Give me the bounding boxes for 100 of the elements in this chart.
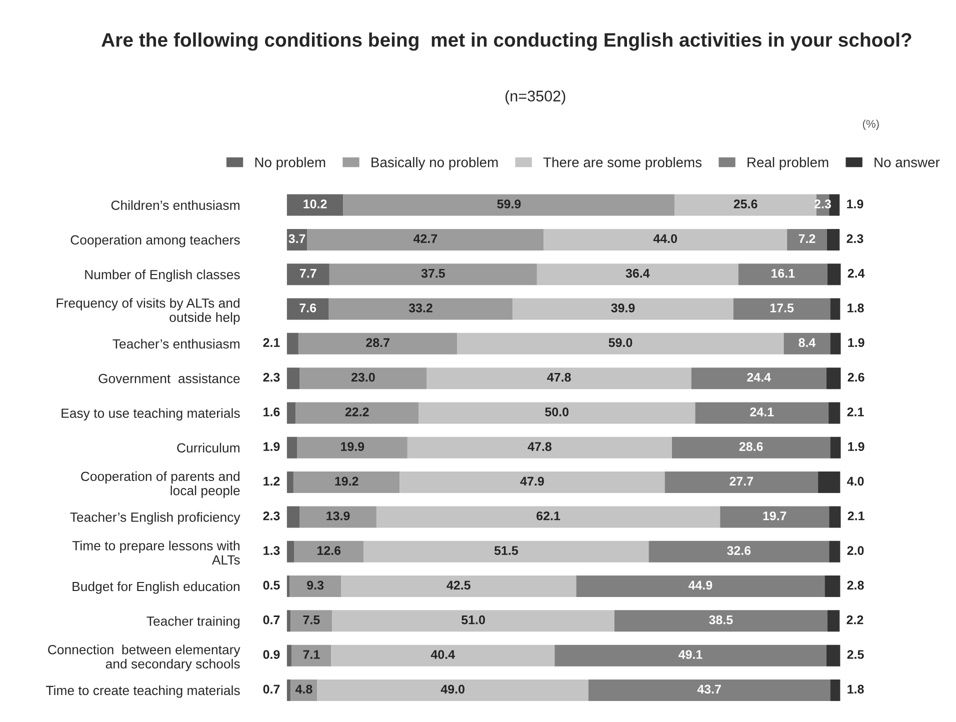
bar xyxy=(826,368,841,390)
bar xyxy=(536,264,738,286)
bar xyxy=(331,644,555,666)
data-label: 2.3 xyxy=(846,234,864,244)
bar xyxy=(286,436,298,458)
y-tick-label: Budget for English education xyxy=(72,581,240,594)
data-label: 7.6 xyxy=(300,304,316,312)
data-label: 25.6 xyxy=(734,200,758,208)
data-label: 8.4 xyxy=(798,338,816,348)
data-label: 1.8 xyxy=(848,684,864,694)
data-label: 27.7 xyxy=(730,476,754,486)
y-tick-label: Cooperation among teachers xyxy=(70,234,240,248)
data-label: 1.6 xyxy=(264,407,280,416)
bar xyxy=(829,506,841,528)
data-label: 44.0 xyxy=(653,234,677,244)
bar xyxy=(648,540,830,562)
bar xyxy=(827,264,841,286)
data-label: 49.0 xyxy=(440,684,464,694)
data-label: 19.7 xyxy=(763,511,786,520)
bar xyxy=(674,194,816,216)
data-label: 7.1 xyxy=(303,650,320,659)
data-label: 37.5 xyxy=(421,268,445,278)
bar xyxy=(400,472,665,494)
bar xyxy=(830,679,840,701)
data-label: 22.2 xyxy=(345,407,369,416)
y-tick-label: Frequency of visits by ALTs and outside help xyxy=(56,298,240,325)
data-label: 28.6 xyxy=(739,442,763,451)
bar xyxy=(588,679,830,701)
data-label: 2.1 xyxy=(848,511,864,520)
data-label: 42.5 xyxy=(446,580,470,590)
bar xyxy=(738,264,828,286)
y-tick-label: Number of English classes xyxy=(85,270,240,282)
y-tick-label: Government assistance xyxy=(98,374,240,384)
legend-label: Basically no problem xyxy=(372,157,498,170)
data-label: 13.9 xyxy=(326,511,350,520)
y-tick-label: Children’s enthusiasm xyxy=(111,200,240,210)
bar xyxy=(290,610,332,632)
data-label: 19.2 xyxy=(335,476,358,486)
legend-label: Real problem xyxy=(748,157,828,170)
data-label: 2.1 xyxy=(263,338,280,347)
bar xyxy=(286,540,294,562)
data-label: 43.7 xyxy=(697,684,721,694)
data-label: 1.9 xyxy=(847,200,864,208)
data-label: 2.4 xyxy=(848,268,865,278)
bar xyxy=(293,472,400,494)
data-label: 4.0 xyxy=(847,476,864,486)
y-tick-label: Cooperation of parents and local people xyxy=(81,471,240,498)
bar xyxy=(328,298,513,320)
bar xyxy=(300,506,376,528)
data-label: 16.1 xyxy=(772,268,795,278)
legend-label: There are some problems xyxy=(543,157,702,170)
bar xyxy=(286,472,294,494)
data-label: 7.5 xyxy=(303,616,320,624)
bar xyxy=(298,332,458,354)
data-label: 17.5 xyxy=(770,304,794,312)
bar xyxy=(829,194,840,216)
bar xyxy=(691,368,826,390)
bar xyxy=(286,194,344,216)
data-label: 3.7 xyxy=(288,234,306,244)
data-label: 1.9 xyxy=(848,338,864,348)
bar xyxy=(787,228,827,250)
data-label: 4.8 xyxy=(295,684,312,694)
bar xyxy=(828,402,840,424)
bar xyxy=(286,576,290,598)
data-label: 0.5 xyxy=(263,580,280,590)
data-label: 7.2 xyxy=(798,234,816,243)
bar xyxy=(317,679,588,701)
bar xyxy=(286,610,291,632)
bar xyxy=(830,298,840,320)
data-label: 33.2 xyxy=(408,304,432,312)
data-label: 59.0 xyxy=(608,338,632,348)
legend-label: No answer xyxy=(874,158,940,168)
bar xyxy=(329,264,537,286)
data-label: 2.1 xyxy=(847,407,864,416)
y-tick-label: Time to create teaching materials xyxy=(46,685,240,698)
data-label: 40.4 xyxy=(430,650,455,659)
data-label: 2.3 xyxy=(263,372,280,382)
data-label: 47.9 xyxy=(520,476,544,486)
bar xyxy=(576,576,825,598)
bar xyxy=(300,368,427,390)
bar xyxy=(826,644,840,666)
bar xyxy=(512,298,734,320)
data-label: 39.9 xyxy=(611,304,635,312)
data-label: 49.1 xyxy=(678,650,702,659)
bar xyxy=(818,472,840,494)
data-label: 0.7 xyxy=(263,615,280,624)
y-tick-label: Connection between elementary and secondary schools xyxy=(48,644,240,672)
bar xyxy=(672,436,830,458)
bar xyxy=(290,576,342,598)
bar xyxy=(286,644,292,666)
bar xyxy=(407,436,672,458)
data-label: 2.8 xyxy=(847,580,864,590)
bar xyxy=(733,298,830,320)
bar xyxy=(286,402,296,424)
data-label: 2.2 xyxy=(846,615,864,624)
bar xyxy=(343,194,675,216)
data-label: 24.4 xyxy=(747,372,771,382)
data-label: 50.0 xyxy=(545,407,569,416)
bar xyxy=(286,679,291,701)
bar xyxy=(307,228,544,250)
